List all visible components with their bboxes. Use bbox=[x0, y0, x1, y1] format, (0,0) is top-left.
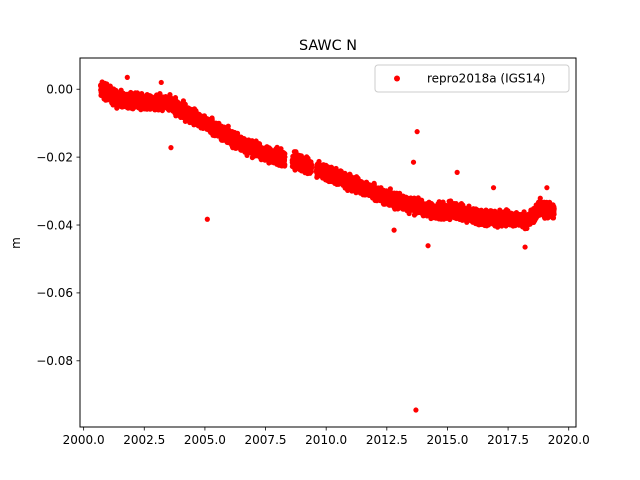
data-point bbox=[157, 90, 163, 97]
data-point bbox=[182, 101, 188, 107]
data-point bbox=[282, 154, 288, 160]
data-point bbox=[308, 162, 315, 168]
data-point bbox=[225, 123, 231, 129]
data-point bbox=[282, 162, 288, 168]
chart-title: SAWC N bbox=[299, 38, 357, 54]
data-points bbox=[98, 74, 557, 413]
